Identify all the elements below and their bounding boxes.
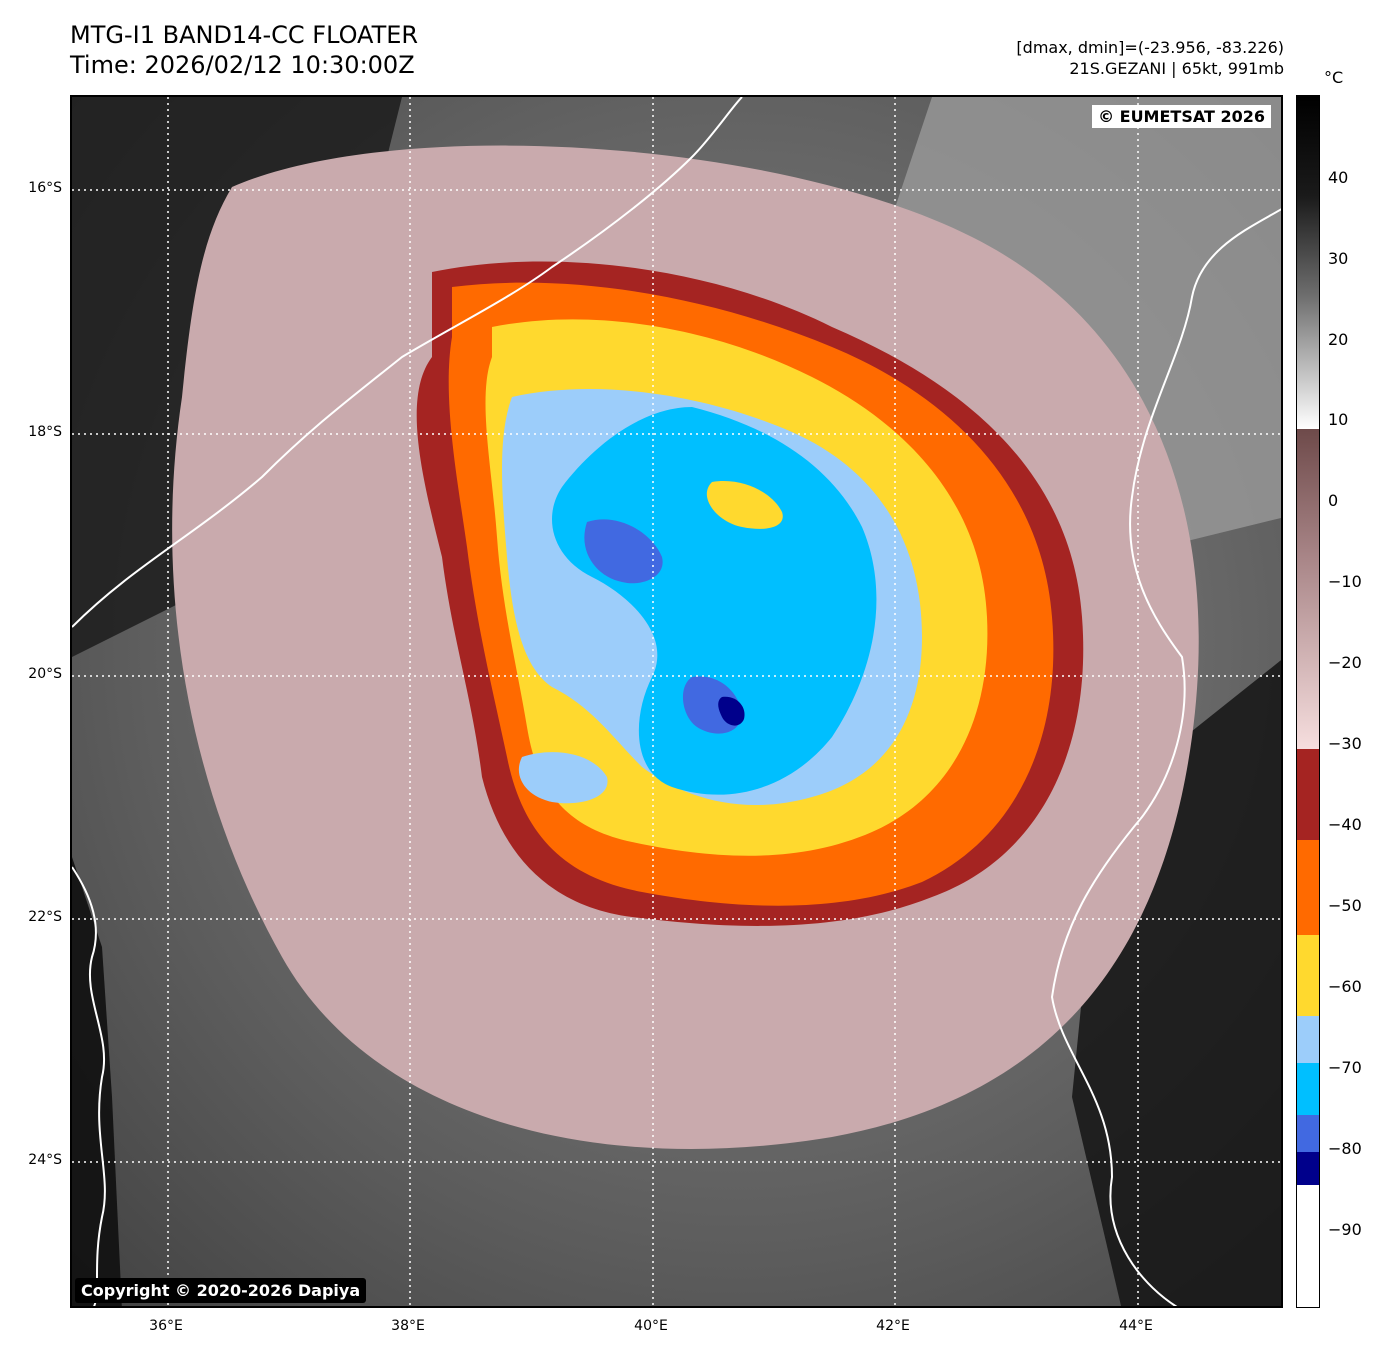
colorbar-tick-minus40: −40 (1328, 815, 1362, 834)
longitude-gridlines (167, 97, 1139, 1306)
colorbar-unit: °C (1324, 68, 1344, 87)
light-blue-cell-south (518, 752, 608, 804)
coastline-mozambique-south (72, 866, 106, 1306)
colorbar-royal-blue-segment (1297, 1115, 1319, 1152)
lon-label-44e: 44°E (1119, 1318, 1153, 1334)
colorbar-tick-minus20: −20 (1328, 653, 1362, 672)
warm-spot-eye-region (706, 481, 783, 529)
temperature-colorbar (1296, 95, 1320, 1308)
colorbar-pink-segment (1297, 429, 1319, 749)
storm-deep-blue-band (552, 407, 877, 795)
colorbar-yellow-segment (1297, 935, 1319, 1016)
dmax-dmin-text: [dmax, dmin]=(-23.956, -83.226) (1016, 38, 1284, 57)
colorbar-tick-minus80: −80 (1328, 1139, 1362, 1158)
dark-land-southwest (72, 857, 122, 1306)
colorbar-tick-minus50: −50 (1328, 896, 1362, 915)
colorbar-tick-minus10: −10 (1328, 572, 1362, 591)
dapiya-copyright: Copyright © 2020-2026 Dapiya (75, 1278, 367, 1303)
colorbar-tick-10: 10 (1328, 410, 1349, 429)
coastline-madagascar-west (1050, 208, 1281, 1306)
colorbar-sky-blue-segment (1297, 1063, 1319, 1115)
colorbar-orange-segment (1297, 840, 1319, 935)
coastline-mozambique-north (72, 97, 743, 628)
colorbar-tick-20: 20 (1328, 330, 1349, 349)
latitude-gridlines (72, 189, 1281, 1163)
colorbar-dark-blue-segment (1297, 1152, 1319, 1185)
lat-label-18s: 18°S (28, 424, 62, 440)
cold-cloud-top-north (584, 519, 663, 584)
satellite-imagery (72, 97, 1281, 1306)
colorbar-gray-segment (1297, 96, 1319, 429)
title-line-product: MTG-I1 BAND14-CC FLOATER (70, 21, 419, 49)
title-line-time: Time: 2026/02/12 10:30:00Z (70, 51, 415, 79)
lat-label-22s: 22°S (28, 909, 62, 925)
colorbar-tick-0: 0 (1328, 491, 1339, 510)
storm-metadata: [dmax, dmin]=(-23.956, -83.226) 21S.GEZA… (1016, 37, 1284, 79)
colorbar-brown-red-segment (1297, 749, 1319, 840)
lon-label-36e: 36°E (149, 1318, 183, 1334)
satellite-map: © EUMETSAT 2026 Copyright © 2020-2026 Da… (70, 95, 1283, 1308)
lat-label-20s: 20°S (28, 666, 62, 682)
eumetsat-copyright: © EUMETSAT 2026 (1092, 105, 1271, 128)
colorbar-tick-minus90: −90 (1328, 1220, 1362, 1239)
lat-label-24s: 24°S (28, 1152, 62, 1168)
chart-title: MTG-I1 BAND14-CC FLOATER Time: 2026/02/1… (70, 20, 418, 80)
colorbar-light-blue-segment (1297, 1016, 1319, 1063)
dark-land-east (1072, 660, 1281, 1306)
lon-label-40e: 40°E (634, 1318, 668, 1334)
colorbar-tick-minus70: −70 (1328, 1058, 1362, 1077)
lat-label-16s: 16°S (28, 180, 62, 196)
lon-label-42e: 42°E (876, 1318, 910, 1334)
lon-label-38e: 38°E (391, 1318, 425, 1334)
storm-info-text: 21S.GEZANI | 65kt, 991mb (1069, 59, 1284, 78)
colorbar-tick-30: 30 (1328, 249, 1349, 268)
colorbar-tick-40: 40 (1328, 168, 1349, 187)
colorbar-white-segment (1297, 1185, 1319, 1307)
colorbar-tick-minus30: −30 (1328, 734, 1362, 753)
colorbar-tick-minus60: −60 (1328, 977, 1362, 996)
coldest-cloud-top (718, 696, 745, 726)
